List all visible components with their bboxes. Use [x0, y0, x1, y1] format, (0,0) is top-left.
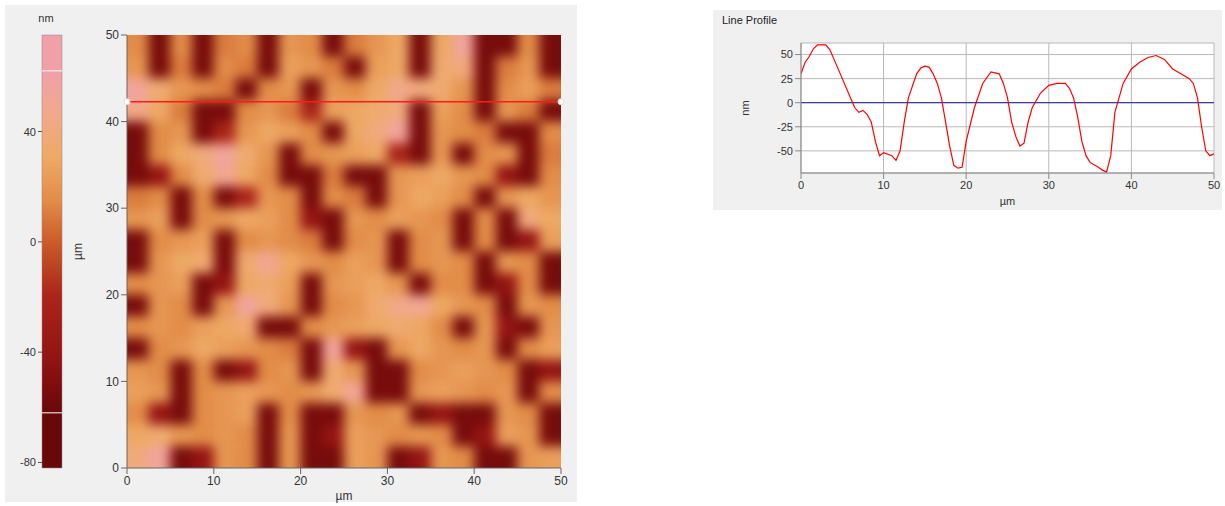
svg-text:0: 0	[112, 461, 119, 475]
svg-text:nm: nm	[739, 100, 751, 115]
svg-text:50: 50	[1208, 179, 1220, 191]
svg-text:10: 10	[877, 179, 889, 191]
svg-text:40: 40	[24, 126, 36, 138]
svg-text:30: 30	[1043, 179, 1055, 191]
svg-text:40: 40	[468, 474, 482, 488]
svg-text:10: 10	[207, 474, 221, 488]
svg-text:10: 10	[106, 375, 120, 389]
svg-text:-25: -25	[777, 121, 793, 133]
svg-text:20: 20	[960, 179, 972, 191]
svg-text:µm: µm	[1000, 195, 1016, 207]
svg-text:0: 0	[798, 179, 804, 191]
svg-text:µm: µm	[336, 489, 353, 503]
svg-text:30: 30	[381, 474, 395, 488]
svg-text:-40: -40	[20, 346, 36, 358]
svg-text:-80: -80	[20, 456, 36, 468]
svg-text:0: 0	[124, 474, 131, 488]
html-text:Line Profile: Line Profile	[722, 14, 777, 26]
svg-text:-50: -50	[777, 145, 793, 157]
svg-text:40: 40	[1125, 179, 1137, 191]
svg-text:50: 50	[554, 474, 568, 488]
svg-text:30: 30	[106, 201, 120, 215]
svg-text:50: 50	[781, 48, 793, 60]
svg-text:0: 0	[30, 236, 36, 248]
svg-text:nm: nm	[38, 12, 53, 24]
svg-text:20: 20	[106, 288, 120, 302]
svg-text:25: 25	[781, 73, 793, 85]
svg-text:50: 50	[106, 28, 120, 42]
svg-text:0: 0	[787, 97, 793, 109]
svg-text:µm: µm	[71, 243, 85, 260]
svg-text:20: 20	[294, 474, 308, 488]
svg-text:40: 40	[106, 115, 120, 129]
